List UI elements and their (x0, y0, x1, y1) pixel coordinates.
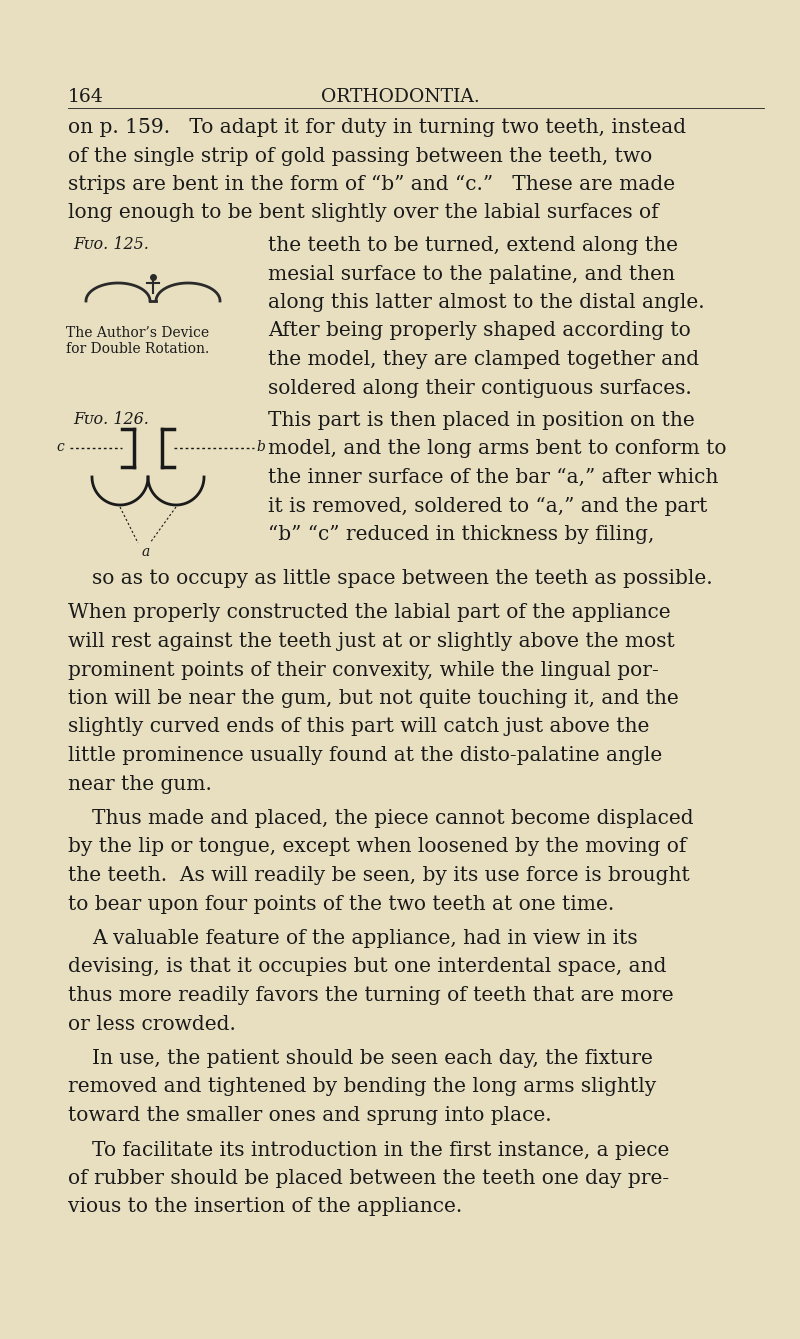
Text: model, and the long arms bent to conform to: model, and the long arms bent to conform… (268, 439, 726, 458)
Text: near the gum.: near the gum. (68, 774, 212, 794)
Text: After being properly shaped according to: After being properly shaped according to (268, 321, 690, 340)
Text: the model, they are clamped together and: the model, they are clamped together and (268, 349, 699, 370)
Text: it is removed, soldered to “a,” and the part: it is removed, soldered to “a,” and the … (268, 497, 707, 516)
Text: on p. 159.   To adapt it for duty in turning two teeth, instead: on p. 159. To adapt it for duty in turni… (68, 118, 686, 137)
Text: vious to the insertion of the appliance.: vious to the insertion of the appliance. (68, 1197, 462, 1217)
Text: Fᴜᴏ. 126.: Fᴜᴏ. 126. (73, 411, 149, 428)
Text: a: a (142, 545, 150, 558)
Text: In use, the patient should be seen each day, the fixture: In use, the patient should be seen each … (92, 1048, 653, 1069)
Text: the teeth to be turned, extend along the: the teeth to be turned, extend along the (268, 236, 678, 254)
Text: “b” “c” reduced in thickness by filing,: “b” “c” reduced in thickness by filing, (268, 525, 654, 544)
Text: To facilitate its introduction in the first instance, a piece: To facilitate its introduction in the fi… (92, 1141, 670, 1160)
Text: b: b (256, 441, 265, 454)
Text: thus more readily favors the turning of teeth that are more: thus more readily favors the turning of … (68, 986, 674, 1006)
Text: strips are bent in the form of “b” and “c.”   These are made: strips are bent in the form of “b” and “… (68, 175, 675, 194)
Text: A valuable feature of the appliance, had in view in its: A valuable feature of the appliance, had… (92, 929, 638, 948)
Text: will rest against the teeth just at or slightly above the most: will rest against the teeth just at or s… (68, 632, 674, 651)
Text: toward the smaller ones and sprung into place.: toward the smaller ones and sprung into … (68, 1106, 552, 1125)
Text: of the single strip of gold passing between the teeth, two: of the single strip of gold passing betw… (68, 146, 652, 166)
Text: prominent points of their convexity, while the lingual por-: prominent points of their convexity, whi… (68, 660, 658, 679)
Text: 164: 164 (68, 88, 104, 106)
Text: Thus made and placed, the piece cannot become displaced: Thus made and placed, the piece cannot b… (92, 809, 694, 828)
Text: for Double Rotation.: for Double Rotation. (66, 341, 210, 356)
Text: slightly curved ends of this part will catch just above the: slightly curved ends of this part will c… (68, 718, 650, 736)
Text: or less crowded.: or less crowded. (68, 1015, 236, 1034)
Text: little prominence usually found at the disto-palatine angle: little prominence usually found at the d… (68, 746, 662, 765)
Text: soldered along their contiguous surfaces.: soldered along their contiguous surfaces… (268, 379, 692, 398)
Text: ORTHODONTIA.: ORTHODONTIA. (321, 88, 479, 106)
Text: When properly constructed the labial part of the appliance: When properly constructed the labial par… (68, 604, 670, 623)
Text: Fᴜᴏ. 125.: Fᴜᴏ. 125. (73, 236, 149, 253)
Text: to bear upon four points of the two teeth at one time.: to bear upon four points of the two teet… (68, 894, 614, 913)
Text: devising, is that it occupies but one interdental space, and: devising, is that it occupies but one in… (68, 957, 666, 976)
Text: This part is then placed in position on the: This part is then placed in position on … (268, 411, 694, 430)
Text: along this latter almost to the distal angle.: along this latter almost to the distal a… (268, 293, 705, 312)
Text: the inner surface of the bar “a,” after which: the inner surface of the bar “a,” after … (268, 469, 718, 487)
Text: c: c (56, 441, 64, 454)
Text: the teeth.  As will readily be seen, by its use force is brought: the teeth. As will readily be seen, by i… (68, 866, 690, 885)
Text: mesial surface to the palatine, and then: mesial surface to the palatine, and then (268, 265, 675, 284)
Text: so as to occupy as little space between the teeth as possible.: so as to occupy as little space between … (92, 569, 713, 588)
Text: long enough to be bent slightly over the labial surfaces of: long enough to be bent slightly over the… (68, 204, 658, 222)
Text: removed and tightened by bending the long arms slightly: removed and tightened by bending the lon… (68, 1078, 656, 1097)
Text: tion will be near the gum, but not quite touching it, and the: tion will be near the gum, but not quite… (68, 690, 678, 708)
Text: by the lip or tongue, except when loosened by the moving of: by the lip or tongue, except when loosen… (68, 837, 686, 857)
Text: of rubber should be placed between the teeth one day pre-: of rubber should be placed between the t… (68, 1169, 669, 1188)
Text: The Author’s Device: The Author’s Device (66, 325, 209, 340)
